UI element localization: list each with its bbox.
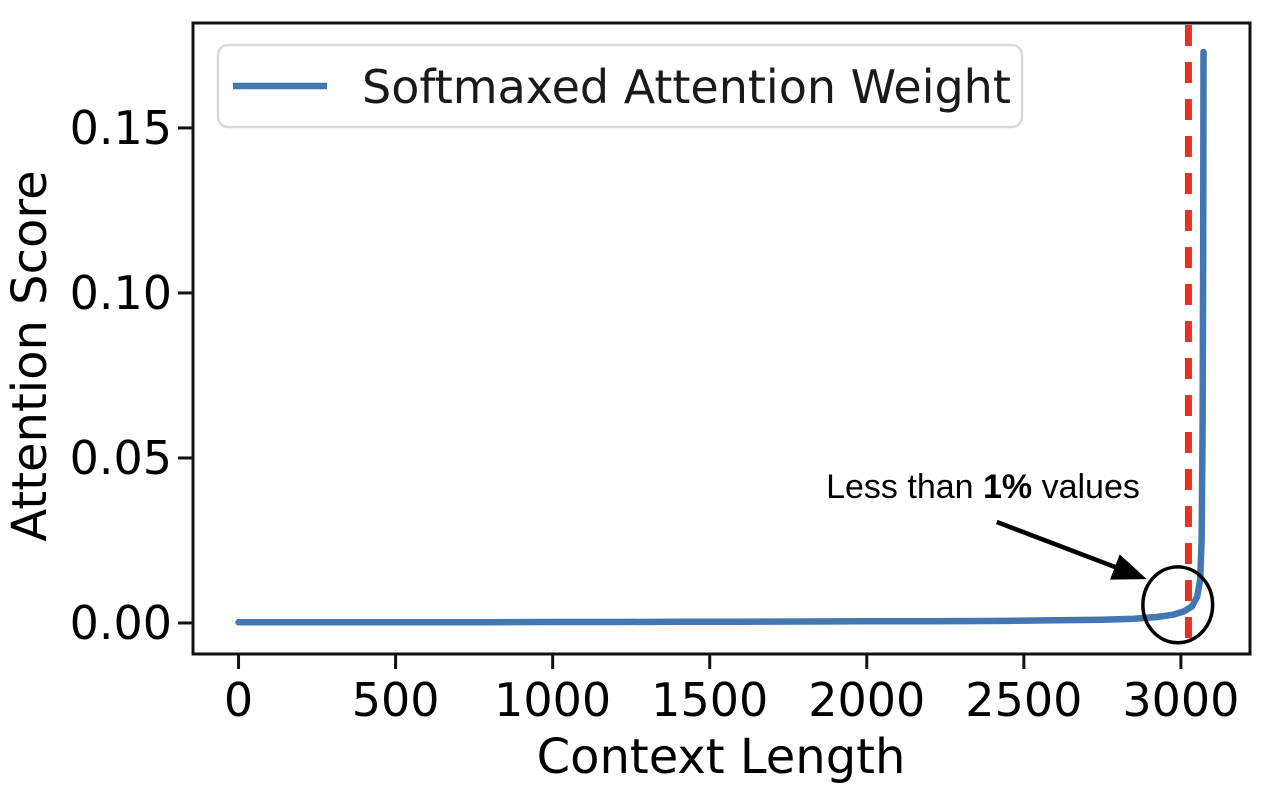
annotation-arrow-head	[1110, 554, 1147, 580]
attention-curve	[235, 48, 1207, 626]
annotation-text-after: values	[1032, 468, 1140, 506]
highlight-ellipse	[1141, 565, 1215, 645]
plot-generated-layer: 0 500 1000 1500 2000 2500 3000 0.00 0.05 0.10 0.15	[70, 21, 1252, 727]
x-axis-label: Context Length	[537, 729, 906, 783]
x-tick-label: 2000	[808, 673, 925, 727]
annotation-text: Less than 1% values	[826, 468, 1140, 506]
legend-box	[216, 43, 1024, 129]
annotation-text-before: Less than	[826, 468, 983, 506]
x-tick-label: 500	[352, 673, 440, 727]
x-tick-label: 2500	[965, 673, 1082, 727]
axes-spines	[191, 21, 1252, 656]
x-tick-label: 1500	[651, 673, 768, 727]
y-tick-label: 0.05	[70, 431, 172, 485]
y-axis-label: Attention Score	[2, 170, 58, 541]
y-tick-label: 0.15	[70, 101, 172, 155]
y-tick-label: 0.10	[70, 266, 172, 320]
x-tick-label: 1000	[494, 673, 611, 727]
y-tick-label: 0.00	[70, 596, 172, 650]
legend: Softmaxed Attention Weight	[216, 43, 1024, 129]
x-tick-label: 3000	[1122, 673, 1239, 727]
annotation-text-bold: 1%	[983, 468, 1032, 506]
annotation-arrow-line	[996, 519, 1124, 573]
x-tick-label: 0	[224, 673, 253, 727]
legend-label: Softmaxed Attention Weight	[362, 60, 1011, 114]
